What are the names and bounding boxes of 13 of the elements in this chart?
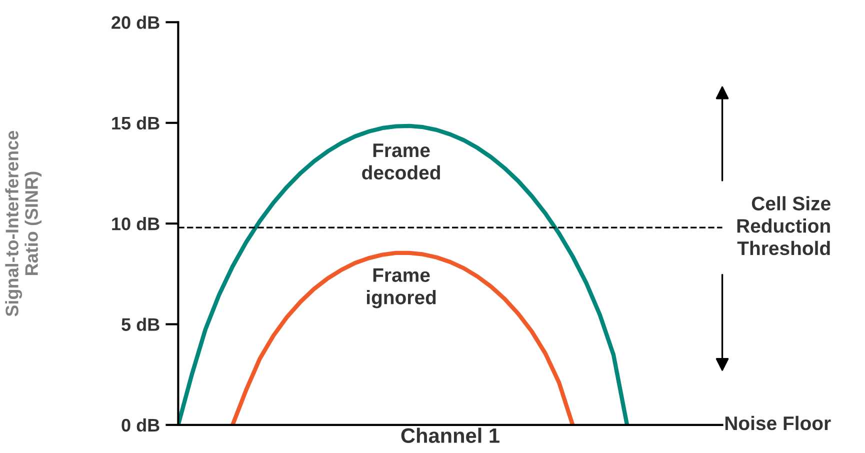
line-series — [230, 250, 575, 425]
x-axis-title: Channel 1 — [401, 428, 500, 443]
annotation: Frame decoded — [362, 144, 440, 180]
y-tick-label: 0 dB — [122, 418, 160, 432]
ref-line-label: Cell Size Reduction Threshold — [737, 196, 830, 256]
y-tick-label: 5 dB — [122, 318, 160, 331]
y-tick-label: 10 dB — [112, 217, 160, 230]
line-series — [178, 124, 630, 425]
annotation: Frame ignored — [366, 268, 436, 308]
y-axis-title: Signal-to-Interference Ratio (SINR) — [5, 130, 42, 316]
y-tick-label: 15 dB — [112, 116, 160, 130]
y-tick-label: 20 dB — [112, 16, 160, 29]
text: Noise Floor — [725, 416, 831, 430]
